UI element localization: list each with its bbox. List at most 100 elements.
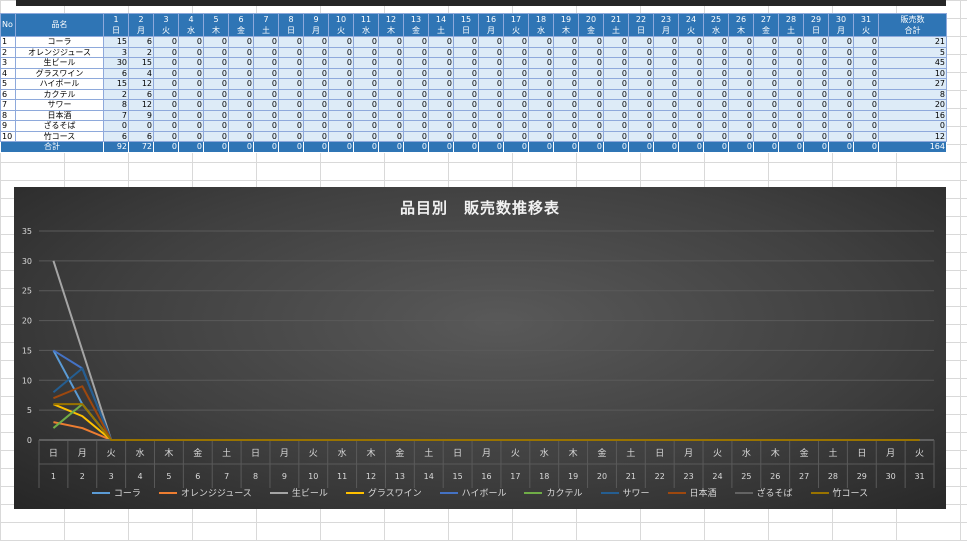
cell-day-quantity[interactable]: 0 <box>328 57 354 69</box>
cell-day-quantity[interactable]: 0 <box>603 57 629 69</box>
cell-day-total[interactable]: 0 <box>653 141 679 153</box>
cell-day-quantity[interactable]: 0 <box>153 109 179 121</box>
cell-day-quantity[interactable]: 0 <box>403 109 429 121</box>
cell-day-quantity[interactable]: 9 <box>128 109 154 121</box>
header-day[interactable]: 21 土 <box>603 13 629 37</box>
header-day[interactable]: 14 土 <box>428 13 454 37</box>
cell-day-total[interactable]: 0 <box>453 141 479 153</box>
cell-day-quantity[interactable]: 0 <box>353 57 379 69</box>
header-day[interactable]: 20 金 <box>578 13 604 37</box>
cell-day-quantity[interactable]: 0 <box>278 78 304 90</box>
cell-row-total[interactable]: 21 <box>878 36 947 48</box>
cell-day-quantity[interactable]: 0 <box>278 57 304 69</box>
series-line[interactable] <box>53 385 920 441</box>
cell-day-quantity[interactable]: 0 <box>428 78 454 90</box>
legend-item[interactable]: オレンジジュース <box>158 486 252 499</box>
cell-day-total[interactable]: 0 <box>803 141 829 153</box>
cell-item-name[interactable]: カクテル <box>15 88 104 100</box>
cell-row-total[interactable]: 27 <box>878 78 947 90</box>
cell-day-quantity[interactable]: 0 <box>353 36 379 48</box>
cell-day-quantity[interactable]: 0 <box>753 109 779 121</box>
cell-day-quantity[interactable]: 0 <box>228 99 254 111</box>
cell-day-quantity[interactable]: 0 <box>628 36 654 48</box>
cell-day-quantity[interactable]: 0 <box>803 67 829 79</box>
cell-day-quantity[interactable]: 0 <box>203 36 229 48</box>
cell-day-total[interactable]: 0 <box>203 141 229 153</box>
cell-day-quantity[interactable]: 0 <box>703 36 729 48</box>
cell-day-quantity[interactable]: 0 <box>253 88 279 100</box>
cell-day-quantity[interactable]: 0 <box>528 67 554 79</box>
cell-day-quantity[interactable]: 0 <box>778 88 804 100</box>
cell-day-quantity[interactable]: 0 <box>253 99 279 111</box>
cell-day-quantity[interactable]: 0 <box>578 99 604 111</box>
cell-day-quantity[interactable]: 0 <box>828 99 854 111</box>
cell-day-quantity[interactable]: 0 <box>653 67 679 79</box>
cell-day-quantity[interactable]: 0 <box>628 99 654 111</box>
cell-day-quantity[interactable]: 0 <box>653 99 679 111</box>
cell-day-quantity[interactable]: 0 <box>803 46 829 58</box>
cell-day-quantity[interactable]: 0 <box>153 99 179 111</box>
cell-day-quantity[interactable]: 0 <box>503 109 529 121</box>
cell-row-total[interactable]: 10 <box>878 67 947 79</box>
cell-day-quantity[interactable]: 0 <box>278 109 304 121</box>
cell-day-quantity[interactable]: 0 <box>778 120 804 132</box>
cell-day-total[interactable]: 0 <box>528 141 554 153</box>
cell-day-quantity[interactable]: 0 <box>828 120 854 132</box>
cell-day-quantity[interactable]: 0 <box>678 130 704 142</box>
cell-day-quantity[interactable]: 0 <box>378 36 404 48</box>
sales-trend-chart[interactable]: 品目別 販売数推移表 0 5 10 15 20 25 30 35 日 1 月 2 火 3 水 4 木 5 金 6 土 7 日… <box>14 187 946 509</box>
cell-day-quantity[interactable]: 0 <box>828 130 854 142</box>
cell-day-quantity[interactable]: 4 <box>128 67 154 79</box>
cell-day-quantity[interactable]: 0 <box>203 46 229 58</box>
cell-day-quantity[interactable]: 0 <box>703 120 729 132</box>
cell-day-quantity[interactable]: 0 <box>528 130 554 142</box>
cell-day-quantity[interactable]: 0 <box>753 67 779 79</box>
cell-day-quantity[interactable]: 0 <box>578 67 604 79</box>
cell-no[interactable]: 8 <box>0 109 16 121</box>
cell-day-quantity[interactable]: 0 <box>353 78 379 90</box>
cell-day-quantity[interactable]: 0 <box>478 36 504 48</box>
cell-day-quantity[interactable]: 0 <box>728 109 754 121</box>
cell-day-quantity[interactable]: 0 <box>753 120 779 132</box>
cell-no[interactable]: 4 <box>0 67 16 79</box>
cell-day-quantity[interactable]: 0 <box>678 88 704 100</box>
cell-day-quantity[interactable]: 0 <box>353 109 379 121</box>
cell-day-quantity[interactable]: 0 <box>603 46 629 58</box>
cell-day-quantity[interactable]: 0 <box>728 78 754 90</box>
cell-day-quantity[interactable]: 0 <box>578 57 604 69</box>
cell-day-quantity[interactable]: 0 <box>653 78 679 90</box>
header-day[interactable]: 26 木 <box>728 13 754 37</box>
cell-day-quantity[interactable]: 0 <box>303 67 329 79</box>
cell-day-quantity[interactable]: 0 <box>803 36 829 48</box>
cell-day-quantity[interactable]: 0 <box>378 46 404 58</box>
cell-day-quantity[interactable]: 0 <box>428 46 454 58</box>
cell-day-quantity[interactable]: 0 <box>678 78 704 90</box>
cell-day-quantity[interactable]: 0 <box>628 130 654 142</box>
cell-day-quantity[interactable]: 0 <box>553 120 579 132</box>
cell-day-quantity[interactable]: 0 <box>403 46 429 58</box>
cell-day-quantity[interactable]: 0 <box>328 78 354 90</box>
total-label[interactable]: 合計 <box>0 141 104 153</box>
cell-day-quantity[interactable]: 0 <box>603 88 629 100</box>
cell-day-quantity[interactable]: 0 <box>828 57 854 69</box>
cell-day-quantity[interactable]: 0 <box>728 57 754 69</box>
cell-day-quantity[interactable]: 0 <box>653 46 679 58</box>
cell-day-quantity[interactable]: 0 <box>303 120 329 132</box>
cell-day-quantity[interactable]: 6 <box>128 130 154 142</box>
cell-day-quantity[interactable]: 0 <box>828 78 854 90</box>
cell-day-quantity[interactable]: 0 <box>178 46 204 58</box>
cell-day-quantity[interactable]: 6 <box>103 67 129 79</box>
cell-day-quantity[interactable]: 0 <box>203 67 229 79</box>
cell-day-quantity[interactable]: 0 <box>228 78 254 90</box>
cell-day-quantity[interactable]: 0 <box>578 46 604 58</box>
cell-day-quantity[interactable]: 0 <box>453 36 479 48</box>
cell-day-quantity[interactable]: 0 <box>678 109 704 121</box>
cell-no[interactable]: 6 <box>0 88 16 100</box>
cell-day-quantity[interactable]: 0 <box>778 99 804 111</box>
cell-day-quantity[interactable]: 0 <box>803 78 829 90</box>
cell-day-quantity[interactable]: 0 <box>378 130 404 142</box>
cell-day-quantity[interactable]: 0 <box>228 109 254 121</box>
cell-day-quantity[interactable]: 0 <box>253 109 279 121</box>
cell-day-quantity[interactable]: 0 <box>253 67 279 79</box>
